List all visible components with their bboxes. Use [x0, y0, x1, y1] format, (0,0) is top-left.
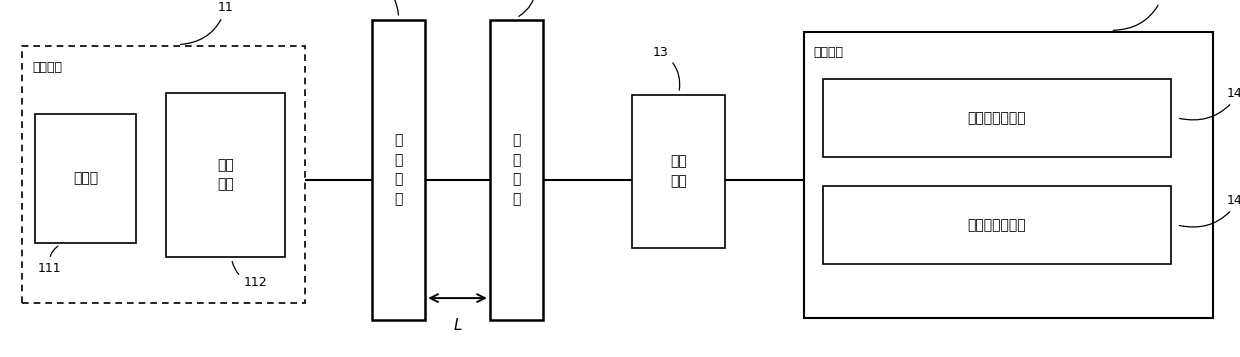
Text: 投
影
模
块: 投 影 模 块 — [512, 133, 521, 206]
Text: 141: 141 — [1179, 87, 1240, 120]
Text: 角度计算子模块: 角度计算子模块 — [967, 218, 1027, 232]
Bar — [823, 186, 1171, 264]
Text: 准直
模块: 准直 模块 — [217, 158, 234, 192]
Bar — [372, 20, 425, 320]
Text: 111: 111 — [38, 246, 62, 275]
Bar — [35, 114, 136, 243]
Bar — [490, 20, 543, 320]
Bar — [632, 95, 725, 248]
Text: 光源模块: 光源模块 — [32, 61, 62, 74]
Bar — [22, 46, 305, 303]
Bar — [823, 79, 1171, 157]
Text: 测算模块: 测算模块 — [813, 46, 843, 59]
Text: 14: 14 — [1114, 0, 1172, 30]
Text: 灰度获取子模块: 灰度获取子模块 — [967, 111, 1027, 125]
Text: 10: 10 — [360, 0, 398, 15]
Bar — [804, 32, 1213, 318]
Text: L: L — [454, 318, 461, 333]
Text: 激光器: 激光器 — [73, 171, 98, 186]
Bar — [166, 93, 285, 257]
Text: 11: 11 — [181, 1, 234, 45]
Text: 扩
散
模
块: 扩 散 模 块 — [394, 133, 403, 206]
Text: 采集
模块: 采集 模块 — [671, 155, 687, 188]
Text: 12: 12 — [518, 0, 543, 16]
Text: 112: 112 — [232, 262, 268, 289]
Text: 13: 13 — [652, 46, 680, 90]
Text: 142: 142 — [1179, 194, 1240, 227]
